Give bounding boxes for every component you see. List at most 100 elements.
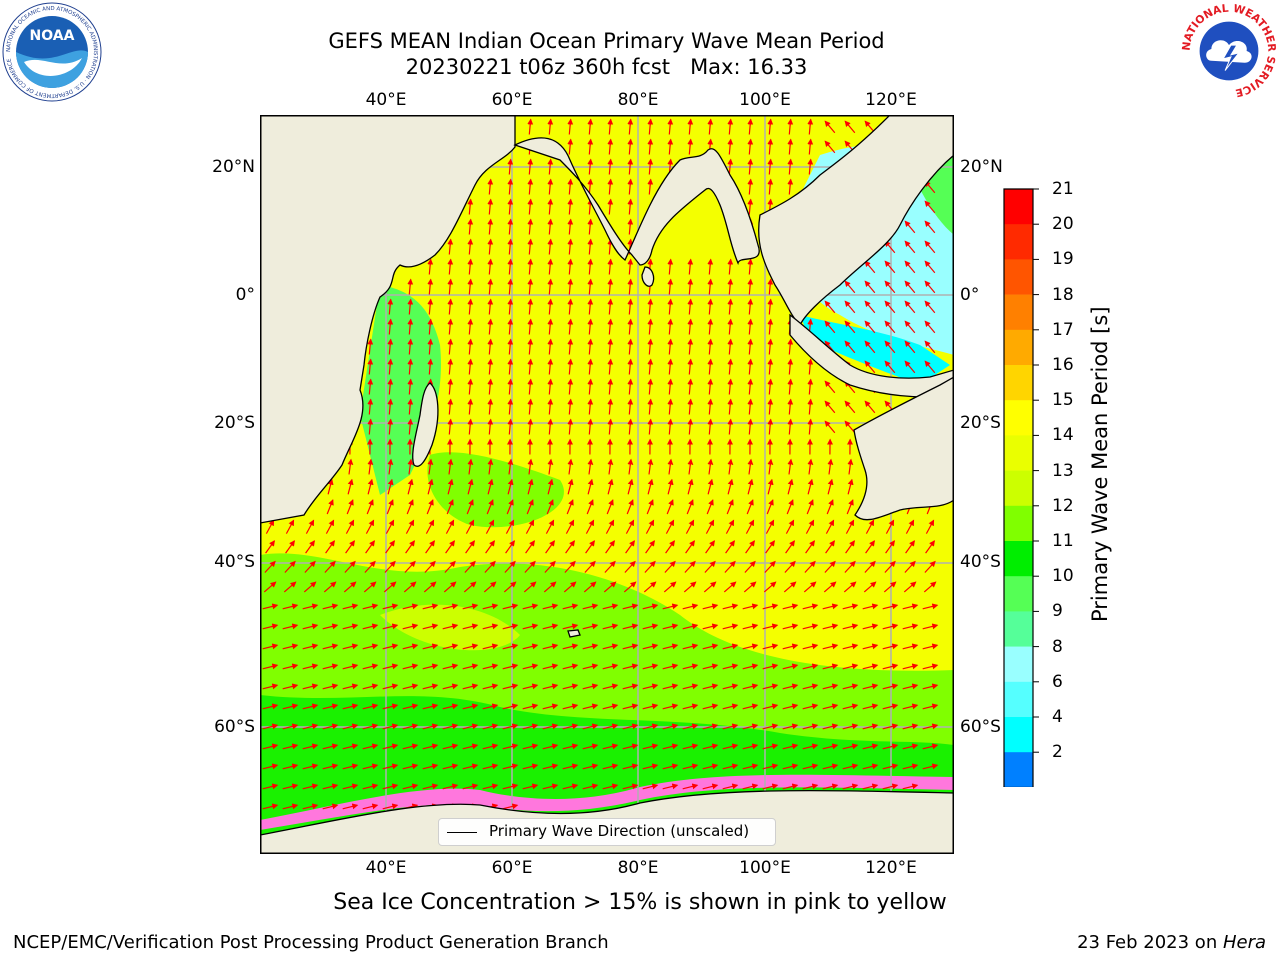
- wave-direction-arrow: [762, 723, 779, 730]
- wave-direction-arrow: [402, 703, 419, 710]
- wave-direction-arrow: [402, 643, 419, 650]
- wave-direction-arrow: [405, 540, 415, 554]
- wave-direction-arrow: [662, 783, 679, 790]
- wave-direction-arrow: [502, 723, 519, 730]
- wave-direction-arrow: [864, 280, 876, 294]
- southeast-asia-land: [758, 115, 954, 327]
- wave-direction-arrow: [262, 683, 279, 690]
- wave-direction-arrow: [567, 258, 574, 275]
- wave-direction-arrow: [367, 338, 374, 355]
- wave-direction-arrow: [387, 338, 394, 355]
- wave-direction-arrow: [587, 298, 594, 315]
- wave-direction-arrow: [486, 499, 494, 515]
- wave-direction-arrow: [304, 560, 316, 573]
- wave-direction-arrow: [587, 258, 594, 275]
- wave-direction-arrow: [382, 803, 399, 810]
- wave-direction-arrow: [802, 743, 819, 750]
- wave-direction-arrow: [462, 763, 479, 770]
- wave-direction-arrow: [802, 603, 819, 610]
- wave-direction-arrow: [527, 478, 534, 495]
- wave-direction-arrow: [522, 723, 539, 730]
- wave-direction-arrow: [707, 118, 714, 135]
- wave-direction-arrow: [924, 260, 936, 274]
- wave-direction-arrow: [767, 458, 774, 475]
- wave-direction-arrow: [382, 703, 399, 710]
- wave-direction-arrow: [802, 623, 819, 630]
- wave-direction-arrow: [707, 418, 714, 435]
- chart-subtitle: 20230221 t06z 360h fcst Max: 16.33: [405, 55, 808, 79]
- wave-direction-arrow: [722, 763, 739, 770]
- africa-arabia-land: [260, 115, 516, 524]
- wave-direction-arrow: [362, 743, 379, 750]
- wave-direction-arrow: [662, 763, 679, 770]
- wave-direction-arrow: [325, 540, 335, 554]
- wave-direction-arrow: [485, 519, 495, 534]
- wave-direction-arrow: [747, 378, 754, 395]
- wave-direction-arrow: [567, 138, 574, 155]
- wave-direction-arrow: [727, 258, 734, 275]
- wave-direction-arrow: [427, 298, 434, 315]
- wave-direction-arrow: [445, 540, 455, 554]
- wave-direction-arrow: [607, 258, 614, 275]
- wave-direction-arrow: [924, 560, 936, 573]
- wave-direction-arrow: [502, 623, 519, 630]
- wave-direction-arrow: [902, 683, 919, 690]
- wave-direction-arrow: [726, 499, 734, 515]
- wave-direction-arrow: [807, 378, 814, 395]
- wave-direction-arrow: [622, 643, 639, 650]
- wave-direction-arrow: [402, 623, 419, 630]
- wave-direction-arrow: [607, 378, 614, 395]
- wave-direction-arrow: [882, 663, 899, 670]
- wave-direction-arrow: [562, 703, 579, 710]
- colorbar-tick-label: 8: [1052, 636, 1063, 657]
- wave-direction-arrow: [327, 478, 334, 495]
- wave-direction-arrow: [602, 683, 619, 690]
- wave-direction-arrow: [527, 178, 534, 195]
- wave-direction-arrow: [842, 763, 859, 770]
- wave-direction-arrow: [527, 318, 534, 335]
- sri-lanka-land: [641, 266, 655, 287]
- wave-direction-arrow: [467, 318, 474, 335]
- wave-direction-arrow: [303, 581, 317, 593]
- wave-direction-arrow: [507, 158, 514, 175]
- wave-direction-arrow: [642, 643, 659, 650]
- wave-direction-arrow: [767, 378, 774, 395]
- wave-direction-arrow: [682, 603, 699, 610]
- wave-direction-arrow: [527, 298, 534, 315]
- wave-direction-arrow: [467, 358, 474, 375]
- lat-tick-left: 40°S: [214, 552, 255, 572]
- wave-direction-arrow: [387, 298, 394, 315]
- colorbar-tick-label: 11: [1052, 531, 1074, 551]
- wave-direction-arrow: [587, 458, 594, 475]
- wave-direction-arrow: [282, 783, 299, 790]
- colorbar-tick-label: 6: [1052, 671, 1063, 692]
- wave-direction-arrow: [682, 623, 699, 630]
- wave-direction-arrow: [742, 643, 759, 650]
- wave-direction-arrow: [862, 623, 879, 630]
- wave-direction-arrow: [424, 560, 436, 573]
- wave-direction-arrow: [346, 499, 354, 515]
- wave-direction-arrow: [627, 338, 634, 355]
- wave-direction-arrow: [864, 300, 876, 314]
- wave-direction-arrow: [487, 358, 494, 375]
- wave-direction-arrow: [627, 418, 634, 435]
- wave-direction-arrow: [742, 683, 759, 690]
- wave-direction-arrow: [582, 683, 599, 690]
- wave-direction-arrow: [447, 318, 454, 335]
- lon-tick-bottom: 80°E: [617, 858, 659, 878]
- wave-direction-arrow: [282, 623, 299, 630]
- wave-direction-arrow: [407, 318, 414, 335]
- wave-direction-arrow: [342, 623, 359, 630]
- wave-direction-arrow: [547, 318, 554, 335]
- wave-direction-arrow: [342, 683, 359, 690]
- wave-direction-arrow: [607, 338, 614, 355]
- wave-direction-arrow: [465, 519, 475, 534]
- wave-direction-arrow: [567, 458, 574, 475]
- wave-direction-arrow: [667, 358, 674, 375]
- wave-direction-arrow: [742, 703, 759, 710]
- wave-direction-arrow: [782, 643, 799, 650]
- lon-tick-bottom: 100°E: [739, 858, 791, 878]
- wave-direction-arrow: [642, 763, 659, 770]
- wave-direction-arrow: [722, 663, 739, 670]
- wave-direction-arrow: [547, 478, 554, 495]
